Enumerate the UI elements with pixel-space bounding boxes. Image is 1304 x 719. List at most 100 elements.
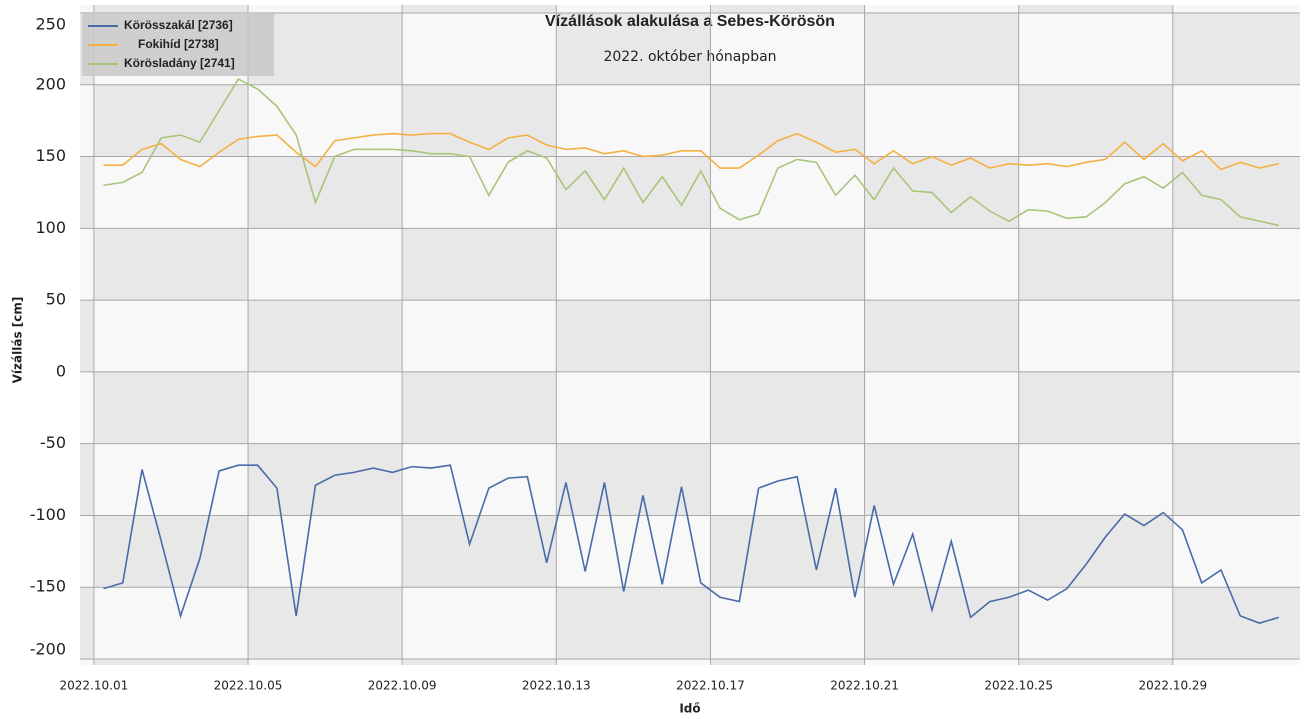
- plot-cell: [1172, 5, 1300, 13]
- plot-cell: [710, 5, 865, 13]
- plot-cell: [1172, 371, 1300, 444]
- plot-cell: [1172, 659, 1300, 665]
- series-line: [103, 77, 1279, 227]
- plot-cell: [556, 515, 711, 588]
- plot-cell: [556, 659, 711, 665]
- plot-cell: [80, 371, 94, 444]
- plot-cell: [864, 13, 1019, 85]
- plot-cell: [1018, 84, 1173, 157]
- plot-cell: [80, 228, 94, 301]
- plot-cell: [248, 5, 403, 13]
- plot-cell: [402, 13, 557, 85]
- series-line: [103, 132, 1279, 171]
- plot-cell: [402, 371, 557, 444]
- y-axis-label: Vízállás [cm]: [11, 297, 25, 384]
- plot-cell: [93, 5, 249, 13]
- plot-cell: [248, 228, 403, 301]
- plot-cell: [710, 587, 865, 659]
- plot-cell: [1172, 515, 1300, 588]
- x-tick-label: 2022.10.05: [214, 679, 283, 693]
- x-axis-label: Idő: [679, 702, 700, 716]
- plot-cell: [248, 371, 403, 444]
- plot-cell: [402, 659, 557, 665]
- plot-cell: [402, 5, 557, 13]
- chart-title: Vízállások alakulása a Sebes-Körösön: [545, 13, 835, 30]
- plot-cell: [556, 443, 711, 516]
- plot-cell: [556, 156, 711, 229]
- x-tick-label: 2022.10.25: [984, 679, 1053, 693]
- plot-cell: [556, 371, 711, 444]
- plot-background: [80, 5, 1300, 665]
- plot-cell: [248, 587, 403, 659]
- plot-cell: [93, 371, 249, 444]
- plot-cell: [1018, 371, 1173, 444]
- plot-cell: [864, 443, 1019, 516]
- plot-cell: [248, 156, 403, 229]
- plot-cell: [402, 443, 557, 516]
- plot-cell: [402, 156, 557, 229]
- legend: Körösszakál [2736] Fokihíd [2738] Köröslad…: [82, 12, 274, 76]
- legend-label: Körösladány [2741]: [124, 56, 235, 70]
- plot-cell: [80, 587, 94, 659]
- plot-cell: [710, 371, 865, 444]
- y-tick-label: 100: [35, 218, 66, 237]
- plot-cell: [93, 659, 249, 665]
- plot-cell: [93, 587, 249, 659]
- plot-cell: [80, 443, 94, 516]
- plot-cell: [80, 5, 94, 13]
- legend-label: Fokihíd [2738]: [138, 37, 219, 51]
- plot-cell: [402, 587, 557, 659]
- plot-cell: [864, 587, 1019, 659]
- y-tick-label: 50: [46, 290, 66, 309]
- y-tick-label: 0: [56, 361, 66, 380]
- plot-cell: [1018, 659, 1173, 665]
- plot-cell: [402, 300, 557, 372]
- y-tick-label: -100: [30, 505, 66, 524]
- plot-cell: [248, 659, 403, 665]
- plot-cell: [93, 156, 249, 229]
- plot-cell: [80, 156, 94, 229]
- plot-cell: [710, 300, 865, 372]
- x-tick-label: 2022.10.29: [1138, 679, 1207, 693]
- plot-cell: [402, 228, 557, 301]
- plot-cell: [1018, 13, 1173, 85]
- y-tick-label: 150: [35, 146, 66, 165]
- x-tick-label: 2022.10.13: [522, 679, 591, 693]
- chart-subtitle: 2022. október hónapban: [603, 49, 776, 65]
- x-tick-label: 2022.10.21: [830, 679, 899, 693]
- plot-cell: [80, 300, 94, 372]
- plot-cell: [1018, 156, 1173, 229]
- plot-cell: [864, 5, 1019, 13]
- plot-cell: [80, 515, 94, 588]
- plot-cell: [556, 300, 711, 372]
- plot-cell: [1172, 13, 1300, 85]
- x-tick-label: 2022.10.17: [676, 679, 745, 693]
- plot-cell: [1018, 5, 1173, 13]
- plot-cell: [1018, 443, 1173, 516]
- plot-cell: [402, 84, 557, 157]
- plot-cell: [1018, 228, 1173, 301]
- plot-cell: [93, 228, 249, 301]
- plot-cell: [556, 5, 711, 13]
- plot-cell: [1172, 587, 1300, 659]
- legend-label: Körösszakál [2736]: [124, 18, 233, 32]
- plot-cell: [556, 587, 711, 659]
- plot-cell: [1018, 300, 1173, 372]
- plot-cell: [710, 659, 865, 665]
- plot-cell: [93, 443, 249, 516]
- plot-cell: [864, 659, 1019, 665]
- plot-cell: [248, 84, 403, 157]
- plot-cell: [80, 84, 94, 157]
- plot-cell: [710, 13, 865, 85]
- plot-cell: [93, 84, 249, 157]
- plot-cell: [1172, 443, 1300, 516]
- plot-cell: [864, 84, 1019, 157]
- x-tick-label: 2022.10.09: [368, 679, 437, 693]
- plot-cell: [556, 13, 711, 85]
- plot-cell: [710, 228, 865, 301]
- plot-cell: [556, 84, 711, 157]
- plot-cell: [402, 515, 557, 588]
- plot-cell: [1172, 84, 1300, 157]
- plot-cell: [93, 300, 249, 372]
